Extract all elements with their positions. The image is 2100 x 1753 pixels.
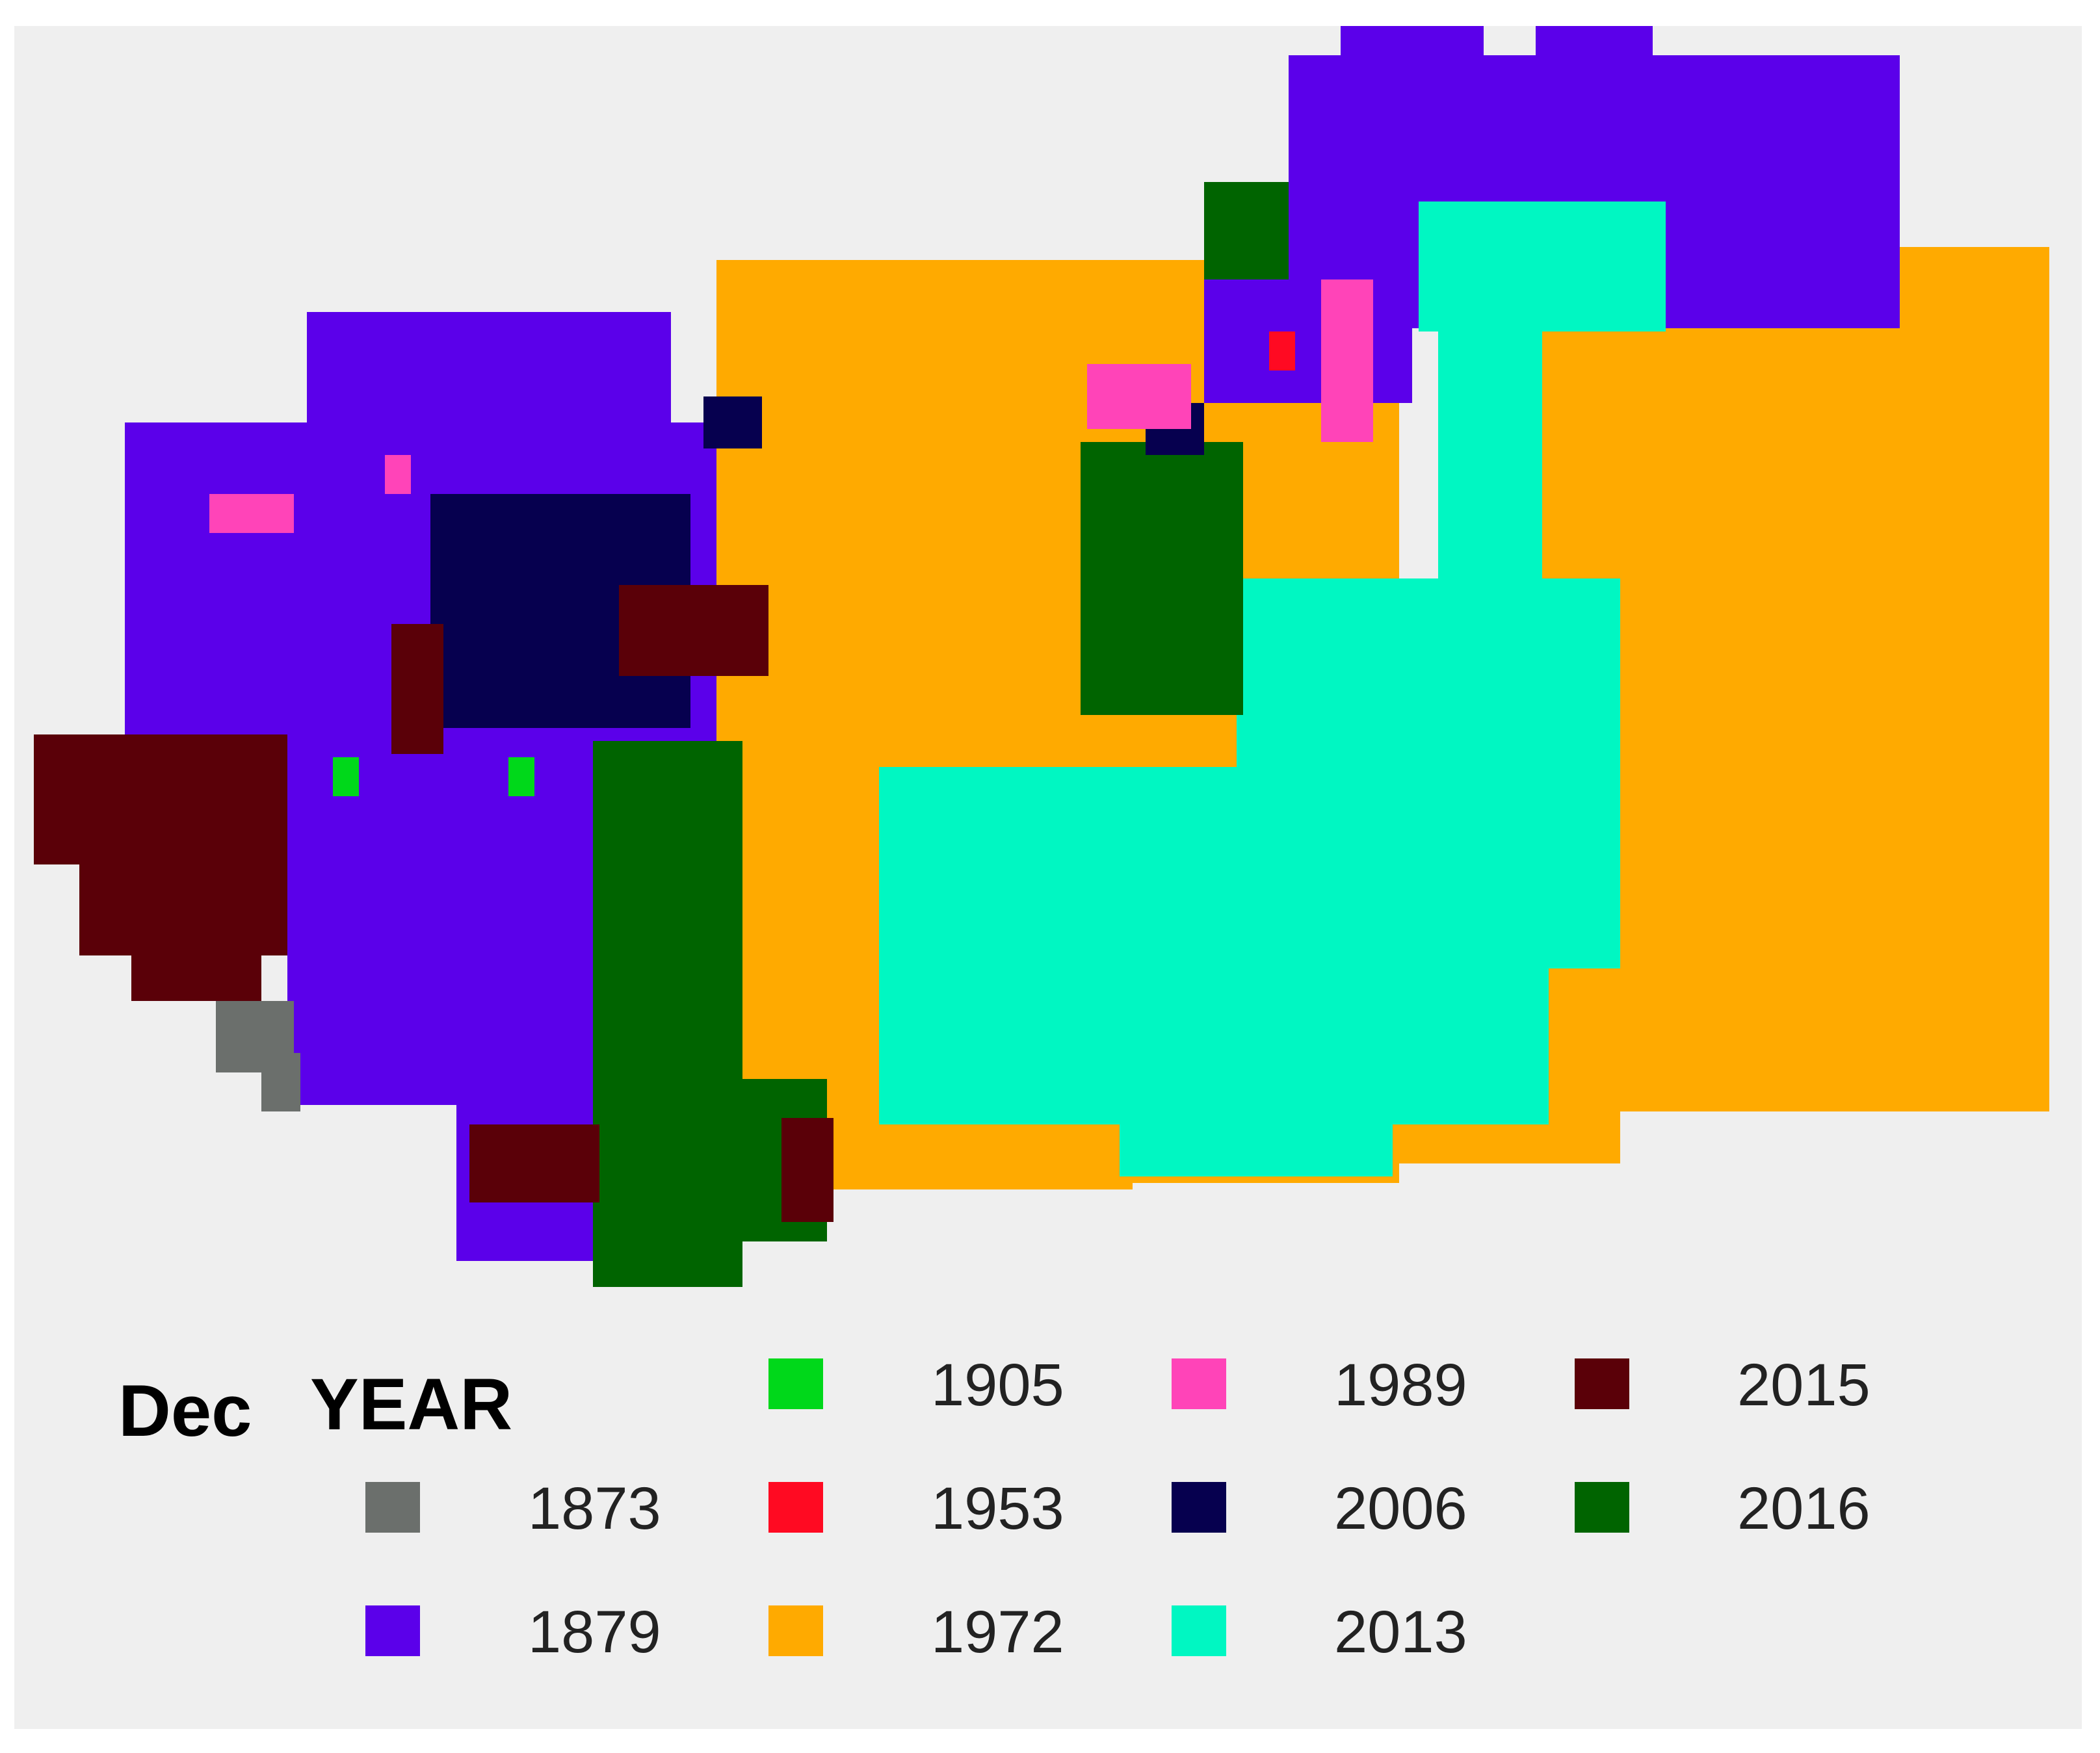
legend-label-1873: 1873 [528, 1475, 661, 1542]
region-2015-west3 [131, 949, 261, 1001]
legend-label-1953: 1953 [931, 1475, 1064, 1542]
region-2015-west2 [79, 858, 287, 955]
legend-swatch-1989 [1172, 1358, 1226, 1409]
region-1879-ne-top2 [1536, 26, 1653, 104]
legend-label-1989: 1989 [1334, 1352, 1467, 1418]
region-1879-nw [307, 312, 671, 442]
cell-1905-a [333, 757, 359, 796]
legend-label-2015: 2015 [1737, 1352, 1870, 1418]
region-1873-b [261, 1053, 300, 1111]
legend-swatch-1972 [768, 1605, 823, 1656]
cell-1905-b [508, 757, 534, 796]
region-2013-corridor [1438, 331, 1542, 578]
region-1989-w [209, 494, 294, 533]
legend-title-field: YEAR [310, 1364, 513, 1445]
region-2015-c [469, 1124, 599, 1202]
region-1879-ne-top [1341, 26, 1484, 104]
region-2015-b [619, 585, 768, 676]
legend-swatch-2006 [1172, 1482, 1226, 1533]
region-2016-nn [1204, 182, 1289, 279]
legend-label-2006: 2006 [1334, 1475, 1467, 1542]
legend-label-2016: 2016 [1737, 1475, 1870, 1542]
region-1953 [1269, 331, 1295, 370]
region-2013-plain [879, 767, 1549, 1124]
legend-swatch-1873 [365, 1482, 420, 1533]
region-2015-d [781, 1118, 833, 1222]
legend-label-1905: 1905 [931, 1352, 1064, 1418]
legend-label-1879: 1879 [528, 1599, 661, 1665]
region-1989-ne [1321, 279, 1373, 442]
region-2015-a [391, 624, 443, 754]
legend-label-2013: 2013 [1334, 1599, 1467, 1665]
region-2006-small [703, 396, 762, 448]
legend-swatch-1905 [768, 1358, 823, 1409]
legend-title-month: Dec [118, 1370, 252, 1451]
map-panel: Dec YEAR 1873 1879 1905 1953 1972 1989 2006 201… [14, 26, 2082, 1729]
legend-swatch-2016 [1575, 1482, 1629, 1533]
region-1989-n [1087, 364, 1191, 429]
region-2015-west [34, 734, 287, 864]
year-grid-map [34, 26, 2049, 1287]
region-2016-north [1081, 442, 1243, 715]
legend-swatch-1879 [365, 1605, 420, 1656]
legend-swatch-2013 [1172, 1605, 1226, 1656]
legend-label-1972: 1972 [931, 1599, 1064, 1665]
legend-swatch-1953 [768, 1482, 823, 1533]
legend-swatch-2015 [1575, 1358, 1629, 1409]
region-1989-w2 [385, 455, 411, 494]
region-2013-bottom [1120, 1118, 1393, 1176]
region-2013-ne [1419, 201, 1666, 331]
